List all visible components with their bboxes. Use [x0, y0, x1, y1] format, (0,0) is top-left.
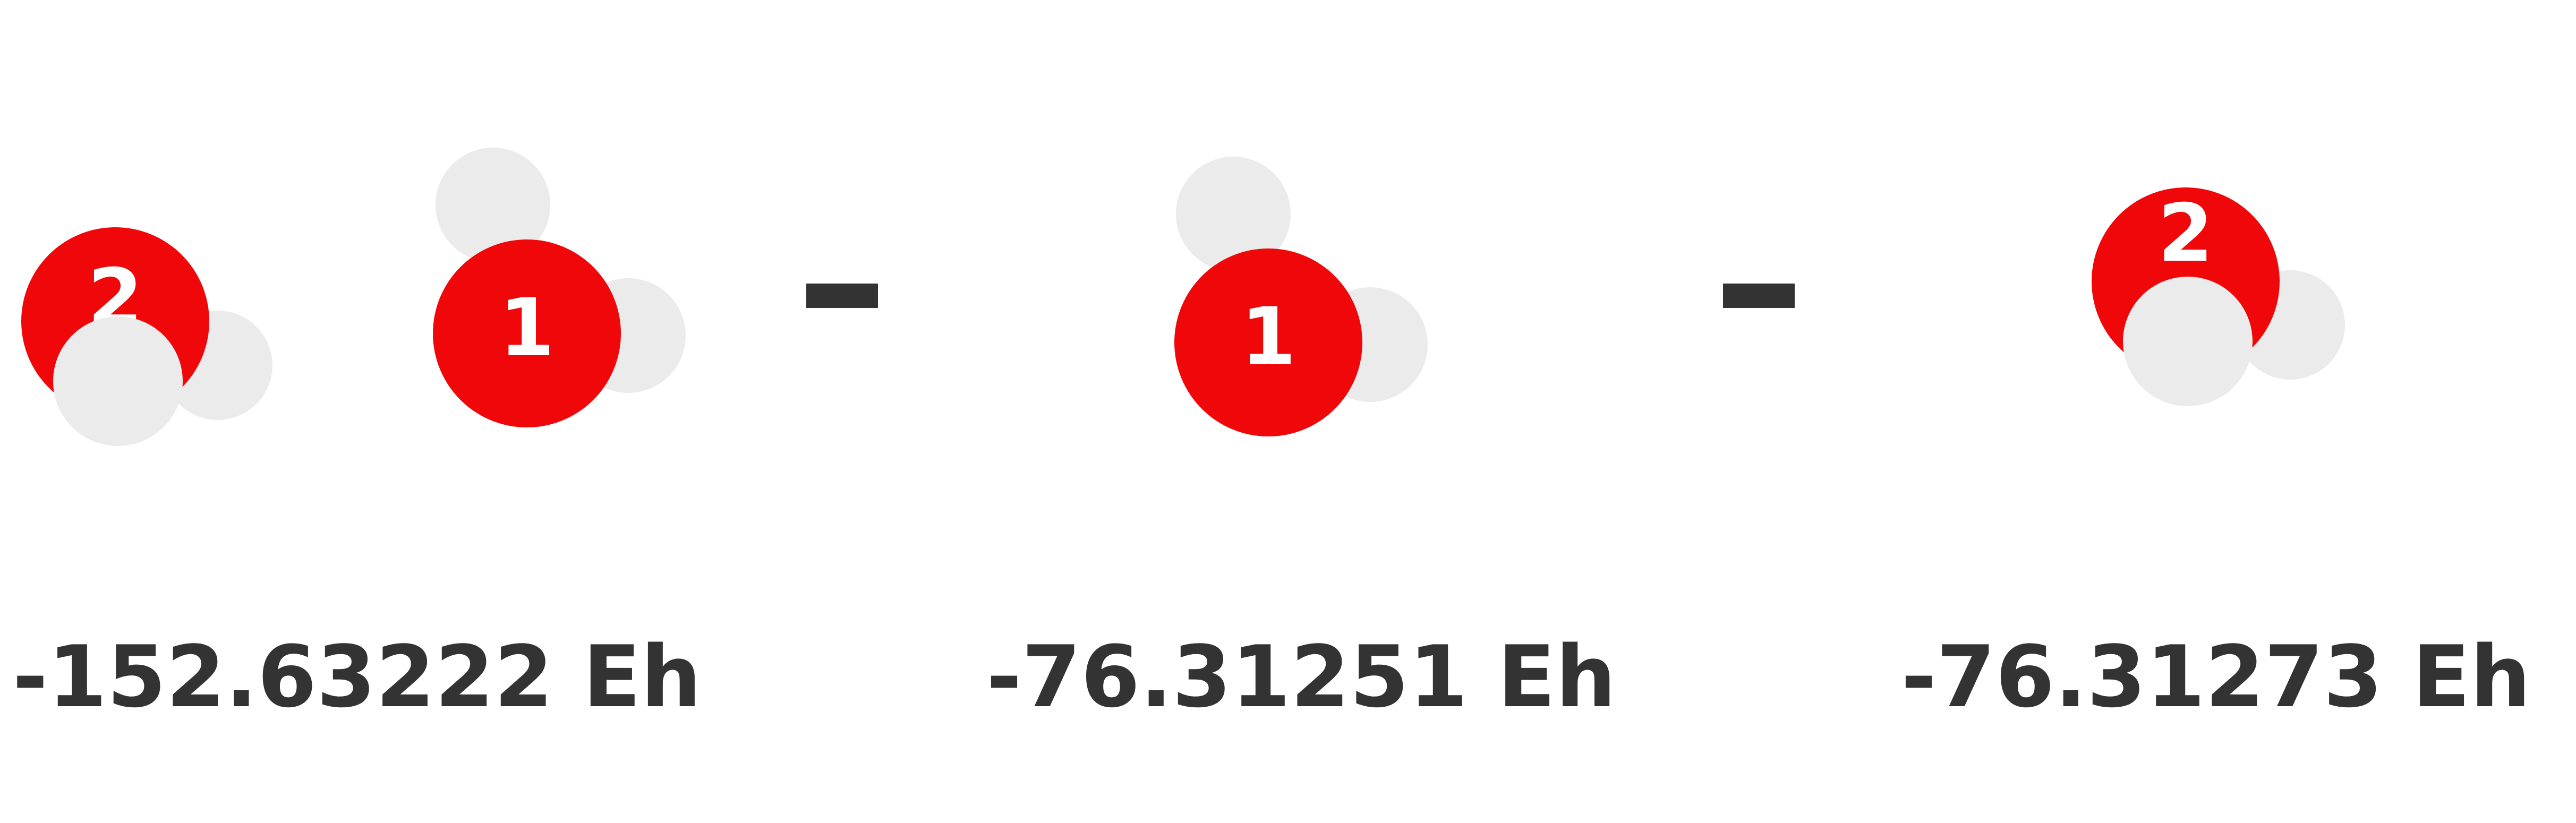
dimer-energy-label: -152.63222 Eh: [13, 627, 702, 726]
monomer-1-energy-label: -76.31251 Eh: [986, 627, 1616, 726]
oxygen-atom-1: [433, 239, 621, 427]
oxygen-atom-1: [1174, 248, 1362, 436]
hydrogen-atom: [53, 316, 183, 446]
water-molecule-2: 2: [21, 227, 272, 446]
hydrogen-atom: [1176, 157, 1291, 271]
water-dimer: 2 1: [21, 148, 686, 446]
water-monomer-1: 1: [1174, 157, 1428, 436]
oxygen-atom-label-1: 1: [1241, 291, 1296, 383]
hydrogen-atom: [436, 148, 550, 262]
minus-operator: [1723, 284, 1795, 308]
water-molecule-1: 1: [433, 148, 686, 427]
hydrogen-atom: [2123, 277, 2253, 406]
oxygen-atom-label-2: 2: [2158, 187, 2213, 280]
water-monomer-2: 2: [2092, 187, 2345, 406]
oxygen-atom-label-1: 1: [499, 282, 555, 374]
monomer-2-energy-label: -76.31273 Eh: [1901, 627, 2530, 726]
minus-operator: [806, 284, 878, 308]
